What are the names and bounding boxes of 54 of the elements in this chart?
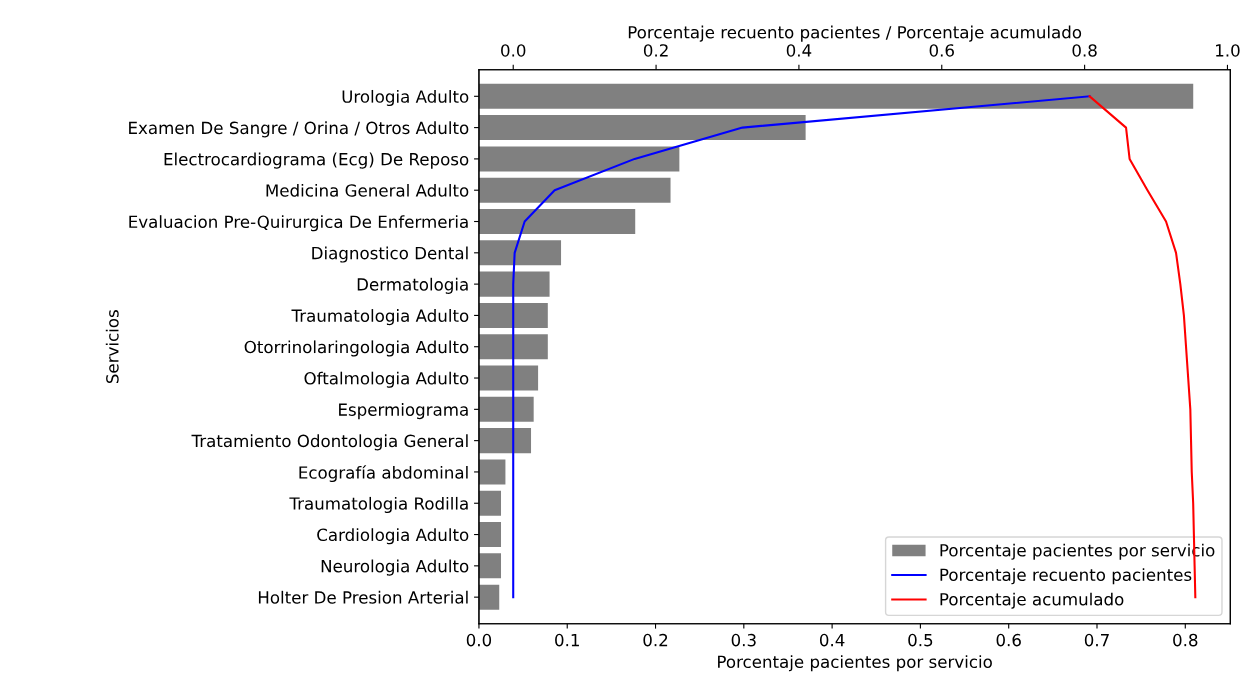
y-tick-label: Examen De Sangre / Orina / Otros Adulto <box>129 121 469 138</box>
bar <box>478 271 550 297</box>
bar <box>478 115 806 141</box>
bar <box>478 365 539 391</box>
y-tick-label: Dermatologia <box>357 277 468 294</box>
y-tick-label: Ecografía abdominal <box>299 465 468 483</box>
y-tick-label: Neurologia Adulto <box>321 559 469 576</box>
x2-tick-label: 0.6 <box>929 44 954 57</box>
x-tick-label: 0.0 <box>466 633 492 647</box>
y-tick-label: Oftalmologia Adulto <box>304 371 469 388</box>
y-tick-label: Espermiograma <box>339 403 468 420</box>
x-tick-label: 0.3 <box>731 633 756 647</box>
x-tick-label: 0.6 <box>996 633 1021 647</box>
bar <box>478 553 502 579</box>
bar <box>478 459 506 485</box>
bar <box>478 146 680 172</box>
y-axis-title: Servicios <box>105 310 119 384</box>
y-tick-label: Cardiologia Adulto <box>317 528 469 545</box>
y-tick-label: Otorrinolaringologia Adulto <box>244 340 469 357</box>
x2-axis-title: Porcentaje recuento pacientes / Porcentaje acumulado <box>628 25 1082 42</box>
bar <box>478 83 1194 109</box>
x2-tick-label: 1.0 <box>1216 44 1240 57</box>
y-tick-label: Traumatologia Adulto <box>291 309 469 326</box>
bar <box>478 302 548 328</box>
y-tick-label: Holter De Presion Arterial <box>258 590 468 604</box>
bar <box>478 396 534 422</box>
bar <box>478 334 548 360</box>
x2-tick-label: 0.4 <box>786 44 812 57</box>
bar <box>478 208 636 235</box>
y-tick-label: Traumatologia Rodilla <box>289 496 468 514</box>
bar <box>478 522 502 548</box>
y-tick-label: Urologia Adulto <box>342 89 469 107</box>
y-tick-label: Electrocardiograma (Ecg) De Reposo <box>164 152 469 169</box>
x-tick-label: 0.5 <box>908 633 933 647</box>
bar <box>478 177 671 203</box>
bar <box>478 584 500 610</box>
x-tick-label: 0.1 <box>555 633 579 647</box>
legend-label: Porcentaje acumulado <box>940 592 1124 609</box>
x-tick-label: 0.7 <box>1084 633 1109 647</box>
y-tick-label: Medicina General Adulto <box>266 183 469 197</box>
x-tick-label: 0.4 <box>819 633 845 647</box>
y-tick-label: Tratamiento Odontologia General <box>191 434 468 451</box>
y-tick-label: Diagnostico Dental <box>312 246 468 263</box>
legend-label: Porcentaje recuento pacientes <box>940 568 1192 585</box>
x2-tick-label: 0.2 <box>643 44 668 57</box>
y-tick-label: Evaluacion Pre-Quirurgica De Enfermeria <box>129 215 468 232</box>
x-tick-label: 0.2 <box>643 633 668 647</box>
bar <box>478 428 532 454</box>
x-tick-label: 0.8 <box>1173 633 1198 647</box>
x2-tick-label: 0.0 <box>501 44 526 57</box>
bar <box>478 240 562 266</box>
x2-tick-label: 0.8 <box>1072 44 1097 57</box>
bar <box>478 490 502 516</box>
x-axis-title: Porcentaje pacientes por servicio <box>718 655 992 672</box>
